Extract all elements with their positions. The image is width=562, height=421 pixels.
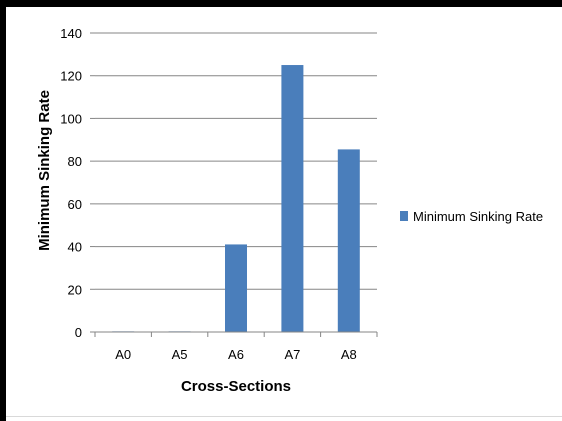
- x-tick-label: A6: [228, 347, 244, 362]
- x-tick-label: A5: [172, 347, 188, 362]
- x-tick-label: A7: [284, 347, 300, 362]
- y-tick-label: 0: [75, 325, 82, 340]
- bar-a6: [225, 244, 247, 332]
- y-tick-label: 120: [60, 69, 82, 84]
- y-tick-label: 80: [68, 154, 82, 169]
- bar-a8: [337, 149, 360, 332]
- x-tick-labels: A0 A5 A6 A7 A8: [94, 332, 378, 362]
- x-axis-title: Cross-Sections: [181, 378, 291, 395]
- frame-divider: [6, 416, 562, 417]
- bar-a7: [281, 65, 304, 333]
- bars: [112, 65, 360, 333]
- y-tick-label: 40: [68, 240, 82, 255]
- x-tick-label: A8: [341, 347, 357, 362]
- y-tick-label: 100: [60, 111, 82, 126]
- y-tick-label: 20: [68, 282, 82, 297]
- y-axis-title: Minimum Sinking Rate: [36, 90, 53, 251]
- legend-swatch: [400, 211, 408, 221]
- x-tick-label: A0: [115, 347, 131, 362]
- y-tick-labels: 0 20 40 60 80 100 120 140: [60, 26, 82, 340]
- legend: Minimum Sinking Rate: [400, 209, 543, 224]
- y-tick-label: 60: [68, 197, 82, 212]
- y-tick-label: 140: [60, 26, 82, 41]
- legend-label: Minimum Sinking Rate: [413, 209, 543, 224]
